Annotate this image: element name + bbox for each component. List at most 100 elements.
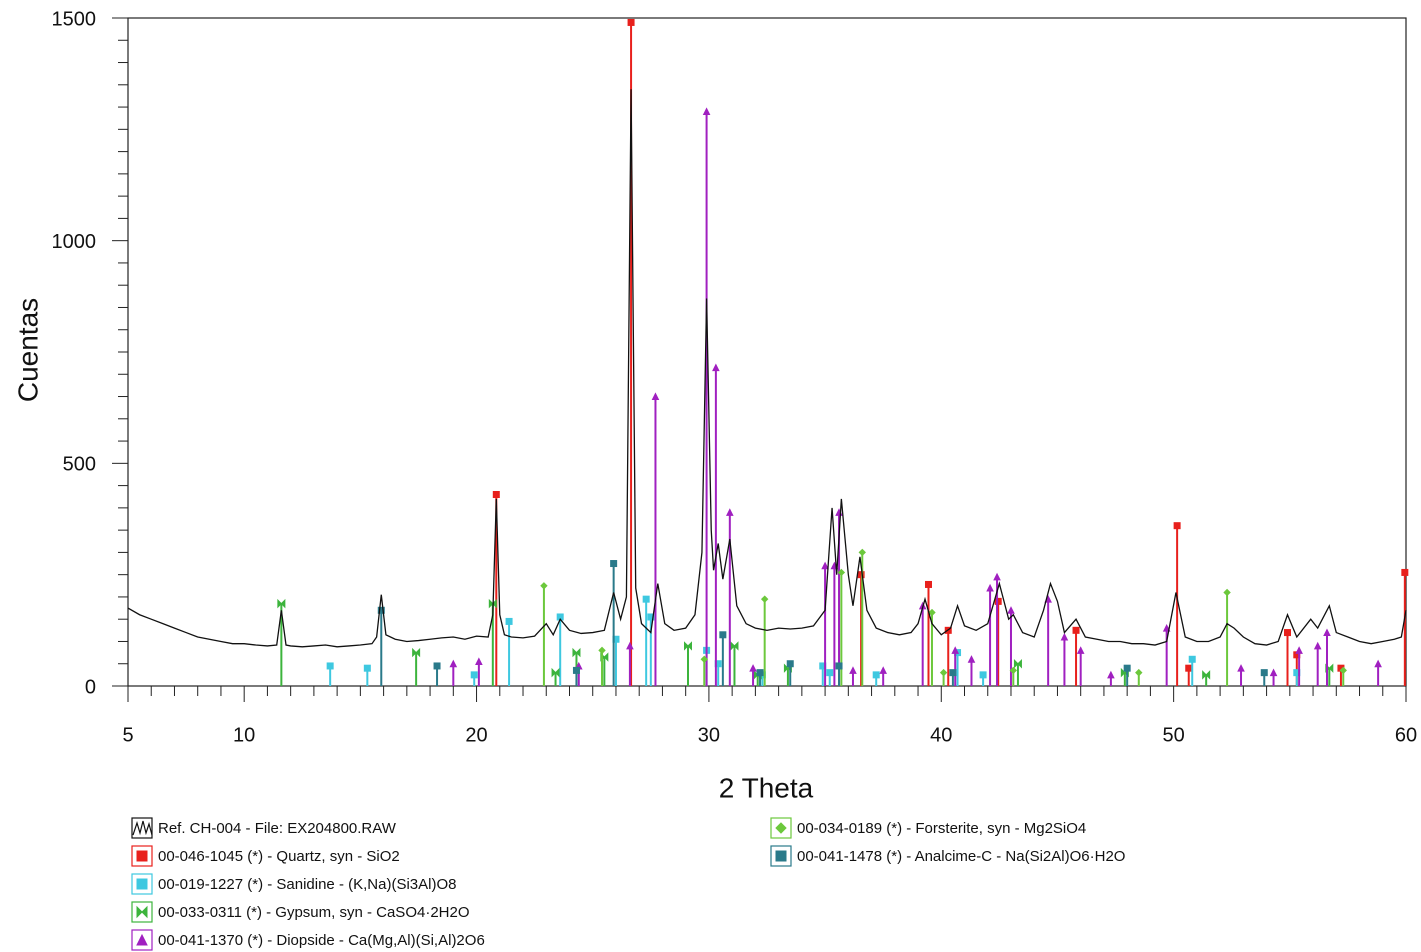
marker (136, 878, 148, 890)
marker (760, 595, 769, 603)
marker (857, 571, 865, 579)
marker (136, 850, 148, 862)
marker (1135, 668, 1143, 677)
pattern-line (127, 89, 1407, 648)
marker (412, 647, 421, 658)
x-tick-label: 50 (1163, 724, 1185, 746)
marker (702, 107, 711, 116)
marker (726, 508, 734, 516)
marker (1123, 664, 1131, 672)
marker (879, 666, 887, 674)
marker (1185, 664, 1193, 672)
marker (700, 655, 708, 663)
marker (572, 666, 580, 674)
marker (730, 641, 739, 651)
marker (598, 646, 606, 655)
x-axis-label: 2 Theta (719, 772, 814, 803)
marker (1283, 629, 1291, 637)
marker (470, 671, 478, 679)
marker (492, 491, 500, 499)
marker (449, 659, 458, 668)
marker (1107, 670, 1115, 679)
marker (712, 363, 720, 372)
marker (1323, 628, 1331, 637)
marker (1060, 632, 1069, 641)
marker (1401, 568, 1409, 576)
marker (849, 666, 857, 674)
marker (951, 646, 960, 654)
marker (756, 669, 764, 677)
marker (505, 617, 513, 625)
marker (872, 671, 880, 679)
marker (1188, 655, 1196, 663)
marker (949, 669, 957, 677)
marker (572, 647, 581, 658)
legend-label: 00-033-0311 (*) - Gypsum, syn - CaSO4·2H… (158, 904, 470, 921)
marker (1339, 666, 1347, 675)
marker (627, 18, 635, 26)
legend-label: 00-041-1478 (*) - Analcime-C - Na(Si2Al)… (797, 848, 1125, 865)
y-tick-label: 1500 (52, 8, 97, 30)
marker (1162, 623, 1171, 632)
legend-label: 00-041-1370 (*) - Diopside - Ca(Mg,Al)(S… (158, 932, 485, 949)
legend-icon (132, 820, 153, 836)
marker (363, 664, 371, 672)
marker (551, 667, 560, 678)
marker (377, 606, 385, 614)
marker (1313, 641, 1322, 650)
marker (1007, 606, 1015, 614)
marker (835, 662, 843, 670)
marker (1223, 588, 1231, 597)
marker (277, 598, 286, 609)
marker (993, 572, 1001, 581)
marker (540, 582, 548, 590)
x-tick-label: 30 (698, 724, 720, 746)
marker (647, 613, 655, 621)
marker (1009, 666, 1018, 675)
plot-frame (127, 17, 1407, 687)
x-tick-label: 40 (930, 724, 952, 746)
marker (1295, 646, 1303, 654)
legend-label: Ref. CH-004 - File: EX204800.RAW (158, 820, 397, 837)
marker (1260, 669, 1268, 677)
y-axis-label: Cuentas (12, 298, 43, 402)
marker (1013, 659, 1022, 669)
marker (1076, 646, 1085, 654)
x-tick-label: 60 (1395, 724, 1417, 746)
marker (326, 662, 334, 670)
y-tick-label: 1000 (52, 231, 97, 253)
marker (858, 548, 866, 557)
legend-label: 00-046-1045 (*) - Quartz, syn - SiO2 (158, 848, 400, 865)
marker (979, 671, 987, 679)
marker (775, 822, 787, 834)
marker (994, 597, 1002, 605)
marker (786, 660, 794, 668)
marker (1202, 670, 1211, 680)
marker (821, 561, 829, 570)
marker (136, 933, 148, 946)
marker (1374, 659, 1382, 668)
marker (488, 598, 497, 609)
marker (475, 657, 483, 666)
marker (826, 669, 834, 677)
marker (775, 850, 787, 862)
y-tick-label: 0 (85, 676, 96, 698)
legend-label: 00-034-0189 (*) - Forsterite, syn - Mg2S… (797, 820, 1086, 837)
marker (1173, 522, 1181, 530)
marker (610, 560, 618, 568)
marker (967, 655, 976, 663)
x-tick-label: 20 (465, 724, 487, 746)
marker (651, 392, 660, 401)
marker (986, 583, 994, 592)
marker (433, 662, 441, 670)
marker (642, 595, 650, 603)
legend-label: 00-019-1227 (*) - Sanidine - (K,Na)(Si3A… (158, 876, 456, 893)
y-tick-label: 500 (63, 454, 96, 476)
marker (749, 664, 757, 672)
marker (683, 641, 692, 651)
marker (928, 608, 936, 617)
marker (837, 568, 846, 577)
marker (626, 641, 634, 650)
x-tick-label: 5 (122, 724, 133, 746)
